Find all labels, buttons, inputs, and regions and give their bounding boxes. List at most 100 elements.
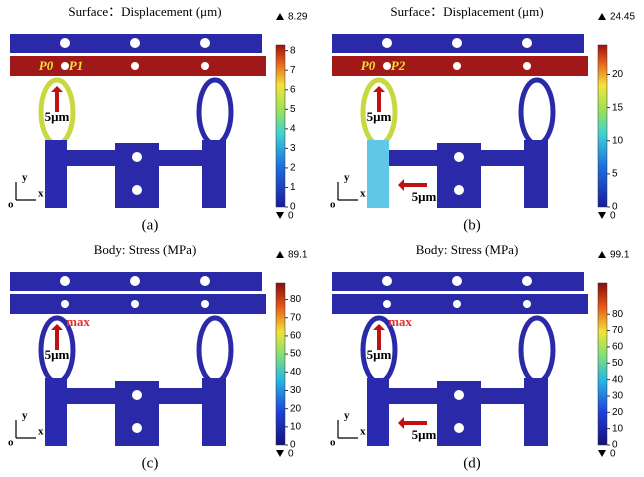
hole [132,152,142,162]
colorbar-tick-label: 70 [612,325,624,336]
min-marker [598,450,606,457]
hole [523,62,531,70]
colorbar-tick-label: 0 [290,440,296,451]
right-pillar [202,378,226,446]
colorbar [598,283,607,445]
annotation: 5μm [45,347,70,362]
arrow-head [373,324,385,330]
colorbar-tick-label: 10 [612,423,624,434]
caption: (a) [142,217,159,233]
colorbar-tick-label: 10 [290,421,302,432]
colorbar-tick-label: 30 [612,391,624,402]
annotation: 5μm [367,109,392,124]
right-pillar [524,378,548,446]
colorbar-tick-label: 50 [612,358,624,369]
right-pillar [202,140,226,208]
colorbar-tick-label: 80 [290,294,302,305]
colorbar-tick-label: 0 [290,202,296,213]
hole [201,62,209,70]
colorbar-tick-label: 1 [290,182,296,193]
colorbar-tick-label: 60 [290,331,302,342]
left-pillar [45,378,67,446]
hole [200,38,210,48]
colorbar-tick-label: 40 [612,374,624,385]
hole [453,300,461,308]
hole [452,276,462,286]
annotation: P0 [361,58,376,73]
colorbar-max: 8.29 [288,12,308,23]
axis-label: o [330,199,336,211]
hole [130,276,140,286]
axis-label: o [8,199,14,211]
annotation: max [388,314,412,329]
axis-label: y [344,172,350,184]
annotation: P1 [69,58,83,73]
panel: Body: Stress (MPa)max5μm5μmyxo99.1001020… [330,242,630,471]
caption: (b) [463,217,481,233]
colorbar-tick-label: 7 [290,65,296,76]
axis-label: o [330,437,336,449]
hole [454,152,464,162]
hole [522,276,532,286]
hole [131,62,139,70]
arrow-head [51,324,63,330]
axis-label: y [344,410,350,422]
colorbar-tick-label: 4 [290,123,296,134]
arrow-head [51,86,63,92]
hole [132,390,142,400]
caption: (c) [142,455,159,471]
axis-label: y [22,172,28,184]
colorbar-tick-label: 20 [612,407,624,418]
min-marker [598,212,606,219]
hole [382,38,392,48]
axis-label: y [22,410,28,422]
colorbar-tick-label: 0 [612,202,618,213]
annotation: P0 [39,58,54,73]
annotation: P2 [391,58,406,73]
min-marker [276,450,284,457]
hole [452,38,462,48]
colorbar [598,45,607,207]
panel-title: Surface：Displacement (μm) [390,4,543,19]
max-marker [598,251,606,258]
annotation: 5μm [367,347,392,362]
right-ring [521,318,553,382]
hole [454,423,464,433]
colorbar-tick-label: 20 [612,69,624,80]
colorbar-tick-label: 10 [612,135,624,146]
caption: (d) [463,455,481,471]
colorbar [276,45,285,207]
left-pillar [367,378,389,446]
panel: Body: Stress (MPa)max5μmyxo89.1001020304… [8,242,308,471]
annotation: 5μm [412,427,437,442]
annotation: 5μm [45,109,70,124]
left-pillar [367,140,389,208]
max-marker [276,251,284,258]
right-pillar [524,140,548,208]
colorbar-tick-label: 15 [612,102,624,113]
hole [382,276,392,286]
hole [60,276,70,286]
hole [61,300,69,308]
max-marker [598,13,606,20]
hole [454,185,464,195]
right-ring [521,80,553,144]
hole [522,38,532,48]
panel-title: Body: Stress (MPa) [416,242,519,257]
hole [132,185,142,195]
figure: Surface：Displacement (μm)P0P15μmyxo8.290… [0,0,644,477]
colorbar-max: 24.45 [610,12,635,23]
colorbar-tick-label: 2 [290,163,296,174]
colorbar [276,283,285,445]
annotation: max [66,314,90,329]
hole [131,300,139,308]
right-ring [199,80,231,144]
axis-label: o [8,437,14,449]
hole [523,300,531,308]
colorbar-tick-label: 8 [290,45,296,56]
hole [453,62,461,70]
colorbar-tick-label: 70 [290,312,302,323]
colorbar-tick-label: 20 [290,403,302,414]
